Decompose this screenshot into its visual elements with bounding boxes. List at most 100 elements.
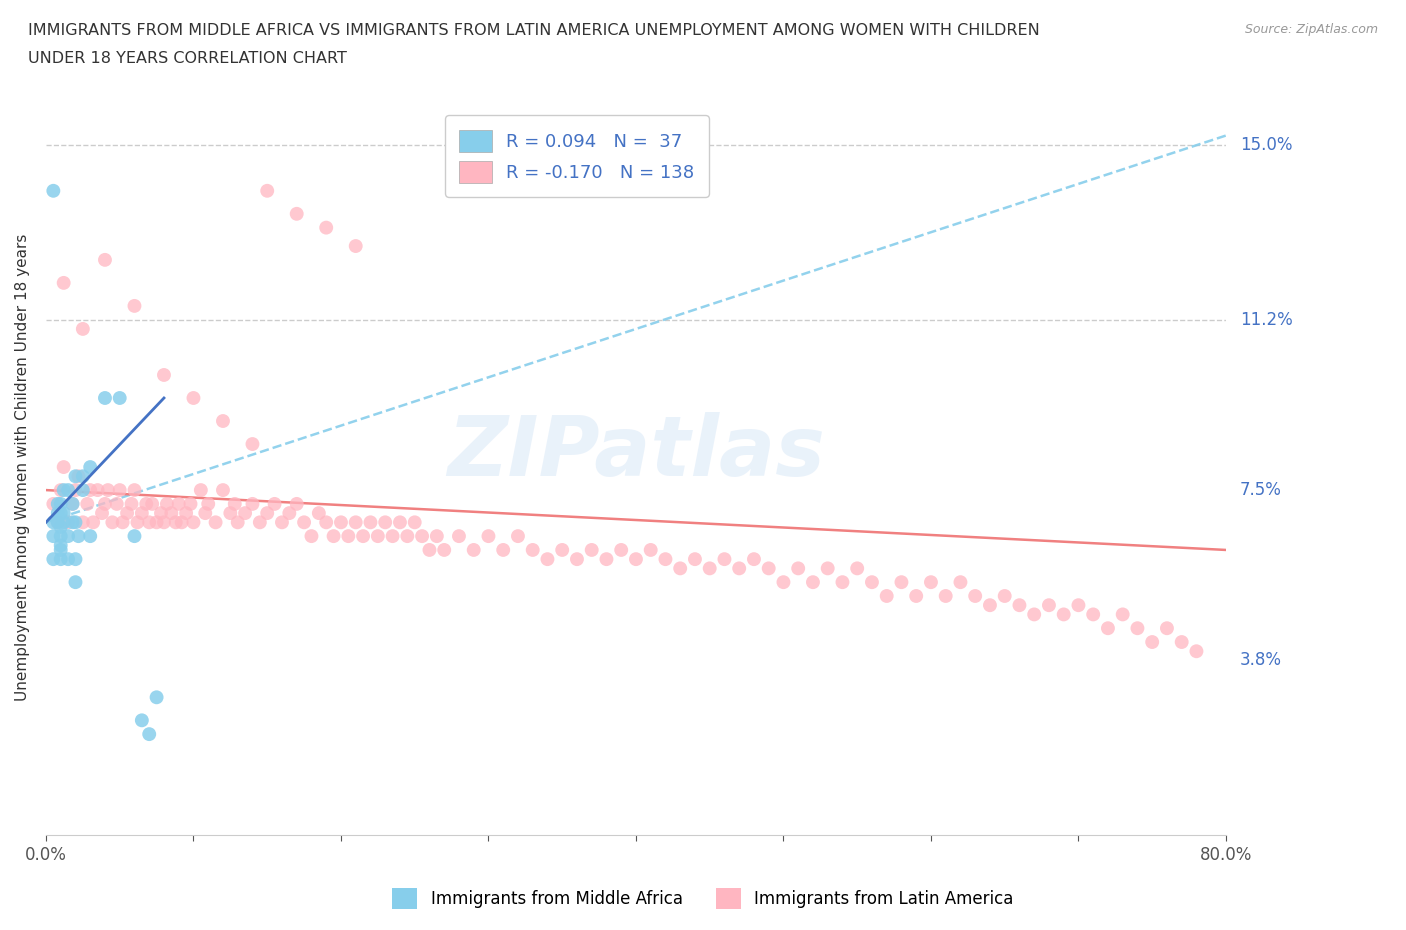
Point [121,497,143,512]
Point [108,483,131,498]
Point [610,542,633,557]
Point [506,528,529,543]
Point [263,497,285,512]
Point [226,515,249,530]
Point [817,561,839,576]
Point [242,497,264,512]
Point [124,299,146,313]
Point [683,551,706,566]
Point [46,506,69,521]
Point [46,515,69,530]
Point [322,528,344,543]
Point [447,528,470,543]
Point [1024,607,1046,622]
Point [42,528,65,543]
Point [72,322,94,337]
Point [388,515,411,530]
Point [72,469,94,484]
Point [42,551,65,566]
Point [308,506,330,521]
Point [180,497,202,512]
Point [65,515,87,530]
Point [62,497,84,512]
Point [65,469,87,484]
Point [654,551,676,566]
Point [86,483,108,498]
Point [124,528,146,543]
Point [278,506,301,521]
Point [242,436,264,451]
Point [52,506,75,521]
Point [1112,607,1135,622]
Point [935,589,957,604]
Point [150,506,173,521]
Point [82,515,104,530]
Y-axis label: Unemployment Among Women with Children Under 18 years: Unemployment Among Women with Children U… [15,233,30,700]
Point [94,391,117,405]
Point [418,542,440,557]
Point [127,515,149,530]
Point [352,528,374,543]
Point [285,497,308,512]
Point [1083,607,1105,622]
Point [49,538,72,552]
Point [669,561,692,576]
Point [565,551,588,566]
Point [56,551,79,566]
Point [135,497,157,512]
Point [65,551,87,566]
Point [153,515,176,530]
Text: IMMIGRANTS FROM MIDDLE AFRICA VS IMMIGRANTS FROM LATIN AMERICA UNEMPLOYMENT AMON: IMMIGRANTS FROM MIDDLE AFRICA VS IMMIGRA… [28,23,1040,38]
Point [46,515,69,530]
Point [197,497,219,512]
Point [67,528,90,543]
Point [1156,621,1178,636]
Point [905,589,928,604]
Point [219,506,242,521]
Point [67,469,90,484]
Point [860,575,883,590]
Point [52,459,75,474]
Point [145,690,167,705]
Point [56,528,79,543]
Point [713,551,735,566]
Point [72,483,94,498]
Point [52,483,75,498]
Point [374,515,396,530]
Point [49,483,72,498]
Point [330,515,353,530]
Point [49,497,72,512]
Point [101,515,124,530]
Point [787,561,810,576]
Point [994,589,1017,604]
Point [233,506,256,521]
Point [381,528,404,543]
Point [315,515,337,530]
Point [522,542,544,557]
Point [477,528,499,543]
Point [758,561,780,576]
Point [204,515,226,530]
Point [94,497,117,512]
Point [624,551,647,566]
Point [62,497,84,512]
Point [183,391,205,405]
Text: UNDER 18 YEARS CORRELATION CHART: UNDER 18 YEARS CORRELATION CHART [28,51,347,66]
Point [138,726,160,741]
Point [1140,634,1163,649]
Point [536,551,558,566]
Point [124,483,146,498]
Point [256,506,278,521]
Point [831,575,853,590]
Point [145,515,167,530]
Point [212,414,235,429]
Text: 11.2%: 11.2% [1240,311,1292,328]
Point [79,528,101,543]
Point [1185,644,1208,658]
Point [699,561,721,576]
Point [249,515,271,530]
Point [79,459,101,474]
Point [433,542,456,557]
Point [1038,598,1060,613]
Point [551,542,574,557]
